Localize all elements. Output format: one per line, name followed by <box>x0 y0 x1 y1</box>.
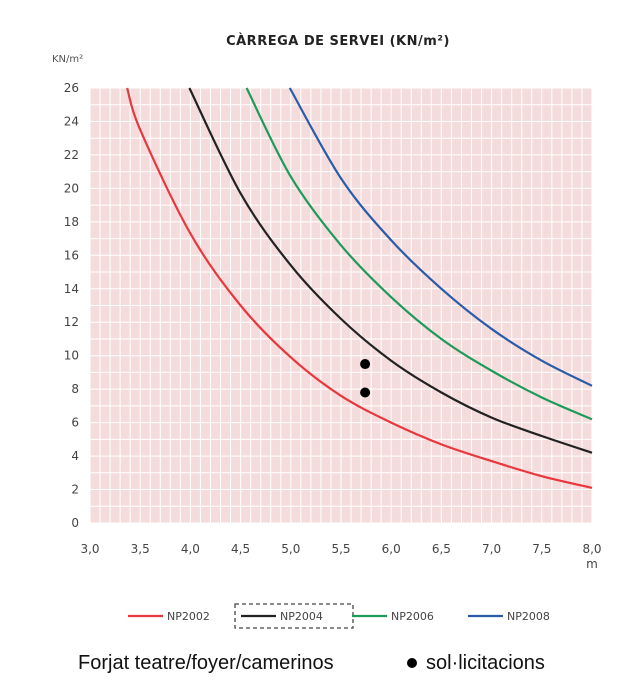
x-tick-label: 4,0 <box>181 542 200 556</box>
x-tick-label: 8,0 <box>582 542 601 556</box>
legend-item-np2008: NP2008 <box>468 610 550 623</box>
x-tick-labels: 3,0 3,5 4,0 4,5 5,0 5,5 6,0 6,5 7,0 7,5 8,0 <box>80 542 601 556</box>
x-tick-label: 4,5 <box>231 542 250 556</box>
x-tick-label: 5,0 <box>281 542 300 556</box>
legend: NP2002 NP2004 NP2006 NP2008 <box>128 603 550 629</box>
legend-item-np2004: NP2004 <box>234 603 354 629</box>
legend-label: NP2004 <box>280 610 323 623</box>
y-tick-label: 0 <box>71 516 79 530</box>
caption-bullet-icon <box>407 658 417 668</box>
annotation-point <box>360 387 371 398</box>
legend-label: NP2002 <box>167 610 210 623</box>
legend-item-np2006: NP2006 <box>352 610 434 623</box>
y-tick-label: 18 <box>64 215 79 229</box>
series-lines <box>126 87 593 489</box>
x-tick-label: 5,5 <box>331 542 350 556</box>
x-tick-label: 7,5 <box>532 542 551 556</box>
caption-text: Forjat teatre/foyer/camerinos <box>78 652 334 674</box>
x-axis-unit: m <box>586 557 598 571</box>
y-tick-label: 26 <box>64 81 79 95</box>
caption-legend-text: sol·licitacions <box>426 652 545 674</box>
y-tick-label: 16 <box>64 248 79 262</box>
y-tick-label: 20 <box>64 181 79 195</box>
y-axis-unit: KN/m² <box>52 54 83 65</box>
legend-label: NP2008 <box>507 610 550 623</box>
annotation-point <box>360 359 371 370</box>
series-line-np2002 <box>126 87 593 489</box>
x-tick-label: 3,0 <box>80 542 99 556</box>
x-tick-label: 7,0 <box>482 542 501 556</box>
y-tick-label: 8 <box>71 382 79 396</box>
y-tick-label: 2 <box>71 483 79 497</box>
legend-item-np2002: NP2002 <box>128 610 210 623</box>
y-tick-label: 10 <box>64 349 79 363</box>
x-tick-label: 6,5 <box>432 542 451 556</box>
y-tick-label: 4 <box>71 449 79 463</box>
y-tick-label: 14 <box>64 282 79 296</box>
x-tick-label: 3,5 <box>131 542 150 556</box>
x-tick-label: 6,0 <box>382 542 401 556</box>
chart-title: CÀRREGA DE SERVEI (KN/m²) <box>226 33 450 49</box>
series-line-np2004 <box>188 87 593 454</box>
y-tick-label: 24 <box>64 114 79 128</box>
series-line-np2008 <box>288 87 593 387</box>
y-tick-label: 6 <box>71 416 79 430</box>
annotation-points <box>360 359 371 398</box>
y-tick-label: 12 <box>64 315 79 329</box>
grid <box>89 87 593 524</box>
legend-label: NP2006 <box>391 610 434 623</box>
series-line-np2006 <box>245 87 593 421</box>
y-tick-label: 22 <box>64 148 79 162</box>
